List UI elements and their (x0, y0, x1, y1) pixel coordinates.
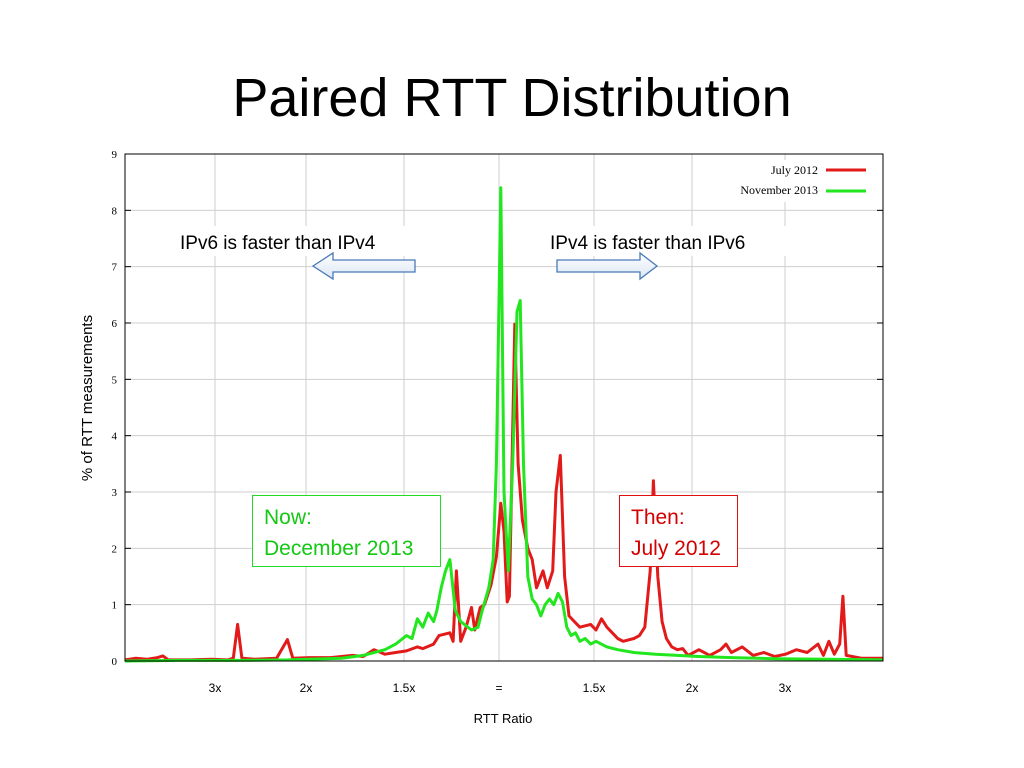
now-callout-line2: December 2013 (264, 537, 414, 560)
plot-frame (124, 153, 884, 662)
series-lines (124, 186, 884, 663)
right-annotation-label: IPv4 is faster than IPv6 (550, 233, 745, 254)
legend-label-july-2012: July 2012 (771, 163, 818, 177)
then-callout-box: Then: July 2012 (619, 495, 738, 567)
y-tick-label: 1 (112, 600, 118, 612)
then-callout-line2: July 2012 (631, 537, 721, 560)
x-tick-label: 2x (300, 681, 313, 695)
y-tick-label: 7 (112, 262, 118, 274)
y-tick-label: 0 (112, 656, 118, 668)
legend-label-november-2013: November 2013 (740, 183, 818, 197)
x-tick-label: 3x (779, 681, 792, 695)
y-tick-label: 6 (112, 318, 118, 330)
x-tick-label: 3x (209, 681, 222, 695)
left-annotation-label: IPv6 is faster than IPv4 (180, 233, 376, 254)
now-callout-box: Now: December 2013 (252, 495, 441, 567)
series-line-november-2013 (124, 186, 884, 663)
y-tick-label: 5 (112, 374, 118, 386)
x-tick-label: = (495, 681, 502, 695)
slide-title: Paired RTT Distribution (232, 68, 792, 128)
y-tick-label: 8 (112, 205, 118, 217)
y-axis-label: % of RTT measurements (79, 315, 96, 481)
series-line-july-2012 (124, 322, 883, 662)
x-tick-label: 2x (686, 681, 699, 695)
then-callout-line1: Then: (631, 506, 685, 529)
left-arrow-icon (311, 251, 416, 281)
right-label-background (546, 226, 790, 256)
right-arrow-icon (556, 251, 659, 281)
now-callout-line1: Now: (264, 506, 312, 529)
legend: July 2012 November 2013 (720, 160, 878, 202)
y-tick-label: 3 (112, 487, 118, 499)
axis-ticks: 0 1 2 3 4 5 6 7 8 9 3x 2x 1.5x = 1.5x 2x 3x (112, 149, 883, 695)
x-tick-label: 1.5x (583, 681, 606, 695)
x-axis-label: RTT Ratio (474, 711, 533, 726)
y-tick-label: 2 (112, 543, 118, 555)
y-tick-label: 9 (112, 149, 118, 161)
x-tick-label: 1.5x (393, 681, 416, 695)
y-tick-label: 4 (112, 431, 118, 443)
left-label-background (176, 226, 420, 256)
legend-background (720, 160, 878, 202)
